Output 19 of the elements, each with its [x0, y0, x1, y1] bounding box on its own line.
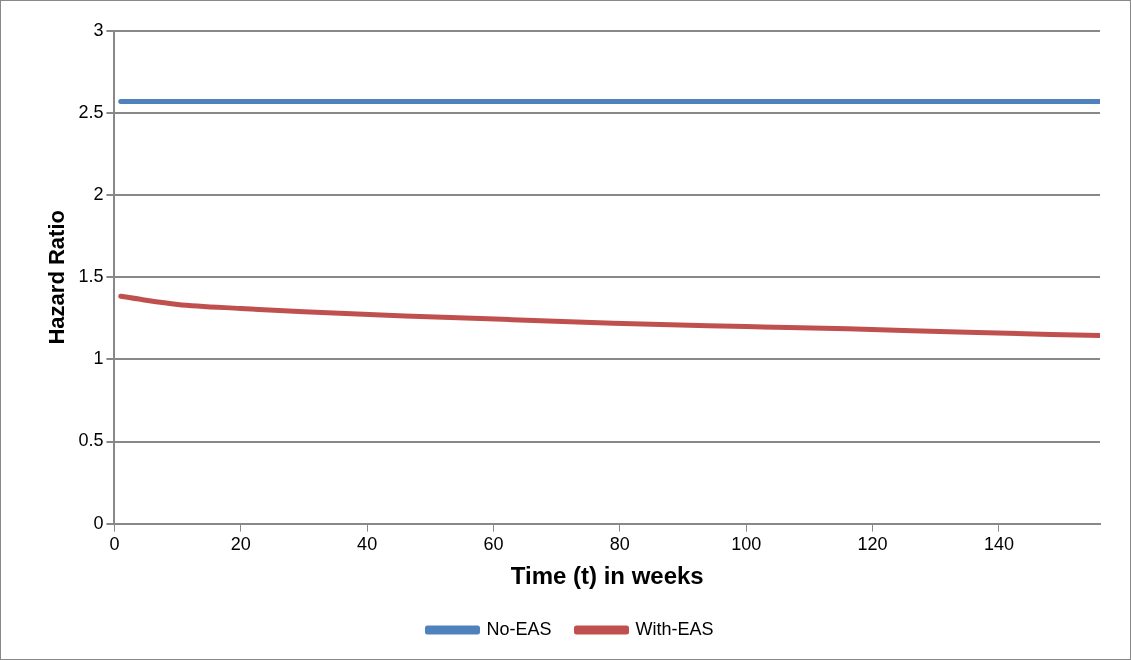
x-tick-label: 60	[483, 534, 504, 555]
y-tick-label: 1	[93, 348, 104, 369]
legend-label: With-EAS	[635, 618, 714, 639]
legend-label: No-EAS	[486, 618, 552, 639]
x-tick-label: 140	[983, 534, 1014, 555]
x-tick-label: 20	[230, 534, 251, 555]
y-tick-label: 3	[93, 19, 104, 40]
y-tick-label: 0	[93, 512, 104, 533]
x-tick-label: 100	[731, 534, 762, 555]
y-tick-label: 1.5	[78, 266, 104, 287]
y-tick-label: 2	[93, 184, 104, 205]
y-axis-title: Hazard Ratio	[44, 210, 70, 345]
y-tick-label: 0.5	[78, 430, 104, 451]
x-tick-label: 40	[357, 534, 378, 555]
x-tick-label: 80	[609, 534, 630, 555]
x-tick-label: 0	[109, 534, 120, 555]
x-axis-title: Time (t) in weeks	[510, 562, 704, 590]
x-tick-label: 120	[857, 534, 888, 555]
y-tick-label: 2.5	[78, 102, 104, 123]
